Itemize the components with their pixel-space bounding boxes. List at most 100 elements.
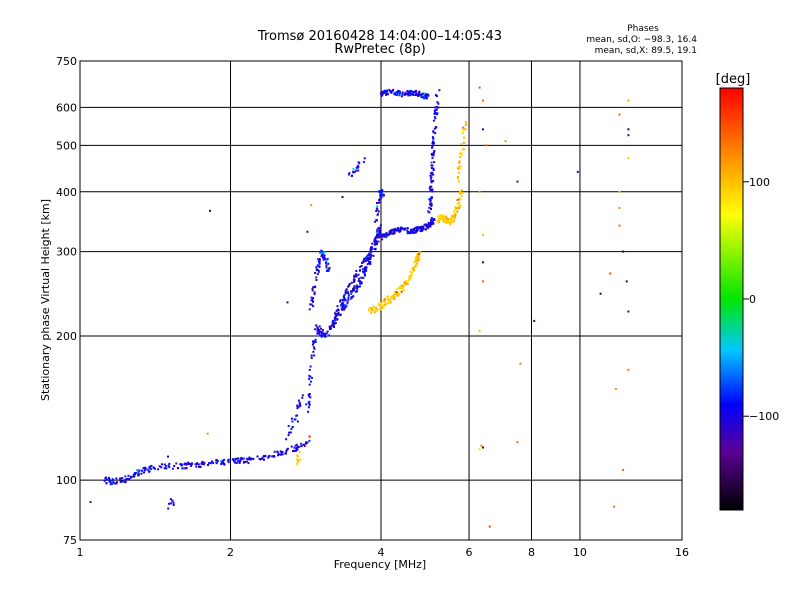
data-point bbox=[167, 464, 170, 467]
data-point bbox=[140, 472, 143, 475]
data-point bbox=[432, 167, 435, 170]
data-point bbox=[378, 199, 381, 201]
data-point bbox=[344, 289, 347, 292]
data-point bbox=[364, 260, 367, 263]
data-point bbox=[322, 258, 325, 261]
data-point bbox=[387, 93, 389, 96]
data-point bbox=[504, 140, 507, 143]
data-point bbox=[380, 190, 383, 192]
data-point bbox=[361, 261, 363, 264]
data-point bbox=[429, 177, 432, 180]
data-point bbox=[400, 290, 403, 293]
data-point bbox=[353, 287, 356, 290]
data-point bbox=[203, 463, 205, 466]
data-point bbox=[121, 477, 124, 480]
data-point bbox=[331, 324, 334, 327]
data-point bbox=[367, 259, 370, 262]
data-point bbox=[412, 267, 415, 270]
data-point bbox=[285, 450, 288, 453]
data-point bbox=[384, 302, 387, 305]
data-point bbox=[458, 156, 461, 159]
data-point bbox=[416, 229, 419, 232]
data-point bbox=[323, 333, 326, 335]
data-point bbox=[114, 482, 117, 485]
data-point bbox=[388, 88, 391, 91]
data-point bbox=[458, 191, 461, 194]
data-point bbox=[350, 290, 353, 293]
data-point bbox=[376, 205, 379, 208]
data-point bbox=[417, 257, 419, 259]
data-point bbox=[429, 200, 432, 203]
data-point bbox=[445, 222, 448, 225]
data-point bbox=[433, 127, 436, 130]
data-point bbox=[407, 280, 409, 282]
data-point bbox=[411, 229, 414, 232]
data-point bbox=[366, 257, 369, 260]
data-point bbox=[312, 354, 315, 357]
data-point bbox=[381, 233, 384, 236]
y-tick-label: 300 bbox=[56, 246, 77, 259]
data-point bbox=[325, 266, 328, 269]
data-point bbox=[310, 204, 313, 207]
data-point bbox=[368, 252, 371, 255]
data-point bbox=[303, 443, 305, 446]
data-point bbox=[344, 291, 347, 294]
data-point bbox=[323, 335, 326, 338]
data-point bbox=[394, 228, 397, 231]
data-point bbox=[432, 152, 435, 155]
data-point bbox=[461, 189, 463, 192]
data-point bbox=[380, 302, 383, 305]
x-axis-ticks: 1 2 4 6 8 10 16 bbox=[77, 546, 690, 559]
data-point bbox=[348, 172, 351, 175]
data-point bbox=[434, 117, 437, 120]
data-point bbox=[321, 256, 324, 259]
data-point bbox=[409, 89, 412, 92]
data-point bbox=[399, 92, 402, 95]
data-point bbox=[415, 90, 418, 92]
data-point bbox=[362, 260, 365, 263]
data-point bbox=[356, 287, 359, 290]
data-point bbox=[599, 292, 602, 295]
data-point bbox=[325, 332, 328, 335]
data-point bbox=[393, 298, 396, 301]
data-point bbox=[328, 266, 331, 269]
data-point bbox=[322, 332, 325, 335]
data-point bbox=[414, 260, 417, 262]
data-point bbox=[357, 285, 360, 288]
data-point bbox=[430, 208, 432, 210]
data-point bbox=[315, 268, 318, 271]
data-point bbox=[412, 232, 415, 234]
data-point bbox=[369, 252, 372, 255]
colorbar-tick-label: 100 bbox=[749, 176, 770, 189]
data-point bbox=[516, 180, 519, 183]
data-point bbox=[119, 478, 122, 481]
data-point bbox=[339, 299, 342, 302]
colorbar-tick-label: −100 bbox=[749, 410, 779, 423]
data-point bbox=[377, 302, 380, 305]
data-point bbox=[407, 94, 410, 97]
data-point bbox=[369, 257, 372, 260]
data-point bbox=[308, 439, 311, 442]
data-point bbox=[245, 460, 248, 463]
data-point bbox=[389, 301, 392, 304]
data-point bbox=[317, 258, 320, 261]
data-point bbox=[454, 213, 457, 216]
data-point bbox=[296, 459, 299, 462]
data-point bbox=[355, 166, 358, 169]
data-point bbox=[124, 478, 127, 481]
data-point bbox=[337, 309, 340, 312]
data-point bbox=[350, 175, 353, 177]
data-point bbox=[360, 276, 363, 279]
data-point bbox=[461, 129, 464, 132]
data-point bbox=[478, 86, 481, 89]
data-point bbox=[318, 259, 321, 262]
data-point bbox=[399, 228, 402, 231]
data-point bbox=[137, 473, 140, 476]
data-point bbox=[406, 227, 409, 230]
data-point bbox=[380, 92, 382, 95]
data-point bbox=[321, 250, 324, 253]
data-point bbox=[143, 468, 146, 471]
data-point bbox=[215, 461, 218, 464]
data-point bbox=[317, 269, 320, 272]
y-tick-label: 600 bbox=[56, 101, 77, 114]
